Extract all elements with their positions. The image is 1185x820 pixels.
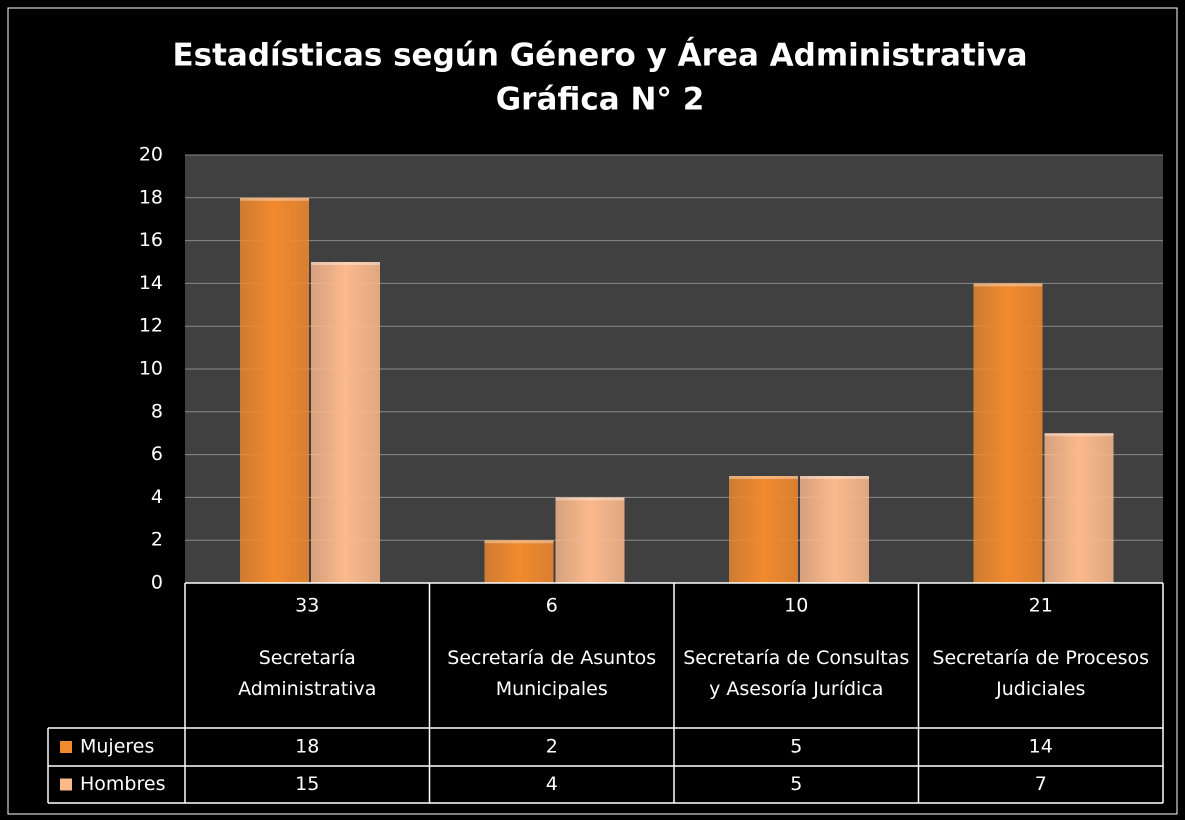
bar (240, 197, 309, 584)
table-value: 15 (295, 773, 319, 795)
bar (973, 283, 1043, 583)
table-value: 7 (1035, 773, 1047, 795)
chart-subtitle: Gráfica N° 2 (496, 82, 705, 118)
y-tick-label: 2 (151, 529, 163, 551)
y-tick-label: 12 (139, 315, 163, 337)
table-value: 18 (295, 736, 319, 758)
x-tick-label: Secretaría Administrativa (238, 647, 377, 700)
y-tick-label: 16 (139, 229, 163, 251)
category-label-box: Secretaría de Asuntos Municipales (447, 647, 657, 700)
x-tick-label: Secretaría de Procesos Judiciales (932, 647, 1150, 700)
bar-top (973, 283, 1043, 287)
y-tick-label: 18 (139, 186, 163, 208)
legend-swatch (60, 741, 72, 753)
bar-top (555, 497, 625, 501)
chart-title: Estadísticas según Género y Área Adminis… (172, 38, 1027, 74)
table-value: 14 (1029, 736, 1053, 758)
bar (729, 476, 798, 583)
category-total: 21 (1029, 595, 1053, 617)
y-tick-label: 8 (151, 400, 163, 422)
table-value: 4 (546, 773, 558, 795)
y-tick-label: 0 (151, 572, 163, 594)
legend-label: Hombres (80, 773, 165, 795)
table-value: 2 (546, 736, 558, 758)
table-value: 5 (790, 773, 802, 795)
y-tick-label: 10 (139, 358, 163, 380)
legend-swatch (60, 778, 72, 791)
y-tick-label: 4 (151, 486, 163, 508)
y-tick-label: 14 (139, 272, 163, 294)
bar-top (729, 476, 798, 479)
y-tick-label: 6 (151, 443, 163, 465)
x-tick-label: Secretaría de Consultas y Asesoría Juríd… (683, 647, 910, 700)
bar (484, 540, 554, 583)
bar-top (800, 476, 869, 479)
category-total: 6 (546, 595, 558, 617)
bar (1044, 433, 1114, 583)
bar-top (311, 262, 380, 265)
category-label-box: Secretaría de Procesos Judiciales (932, 647, 1150, 700)
bar (555, 497, 625, 583)
legend-label: Mujeres (80, 736, 154, 758)
category-label-box: Secretaría de Consultas y Asesoría Juríd… (683, 647, 910, 700)
category-total: 10 (784, 595, 808, 617)
bar-top (484, 540, 554, 544)
bar-top (240, 197, 309, 201)
table-value: 5 (790, 736, 802, 758)
bar-top (1044, 433, 1114, 437)
x-tick-label: Secretaría de Asuntos Municipales (447, 647, 657, 700)
bar (311, 262, 380, 583)
bar (800, 476, 869, 583)
category-total: 33 (295, 595, 319, 617)
category-label-box: Secretaría Administrativa (238, 647, 377, 700)
y-tick-label: 20 (139, 144, 163, 166)
